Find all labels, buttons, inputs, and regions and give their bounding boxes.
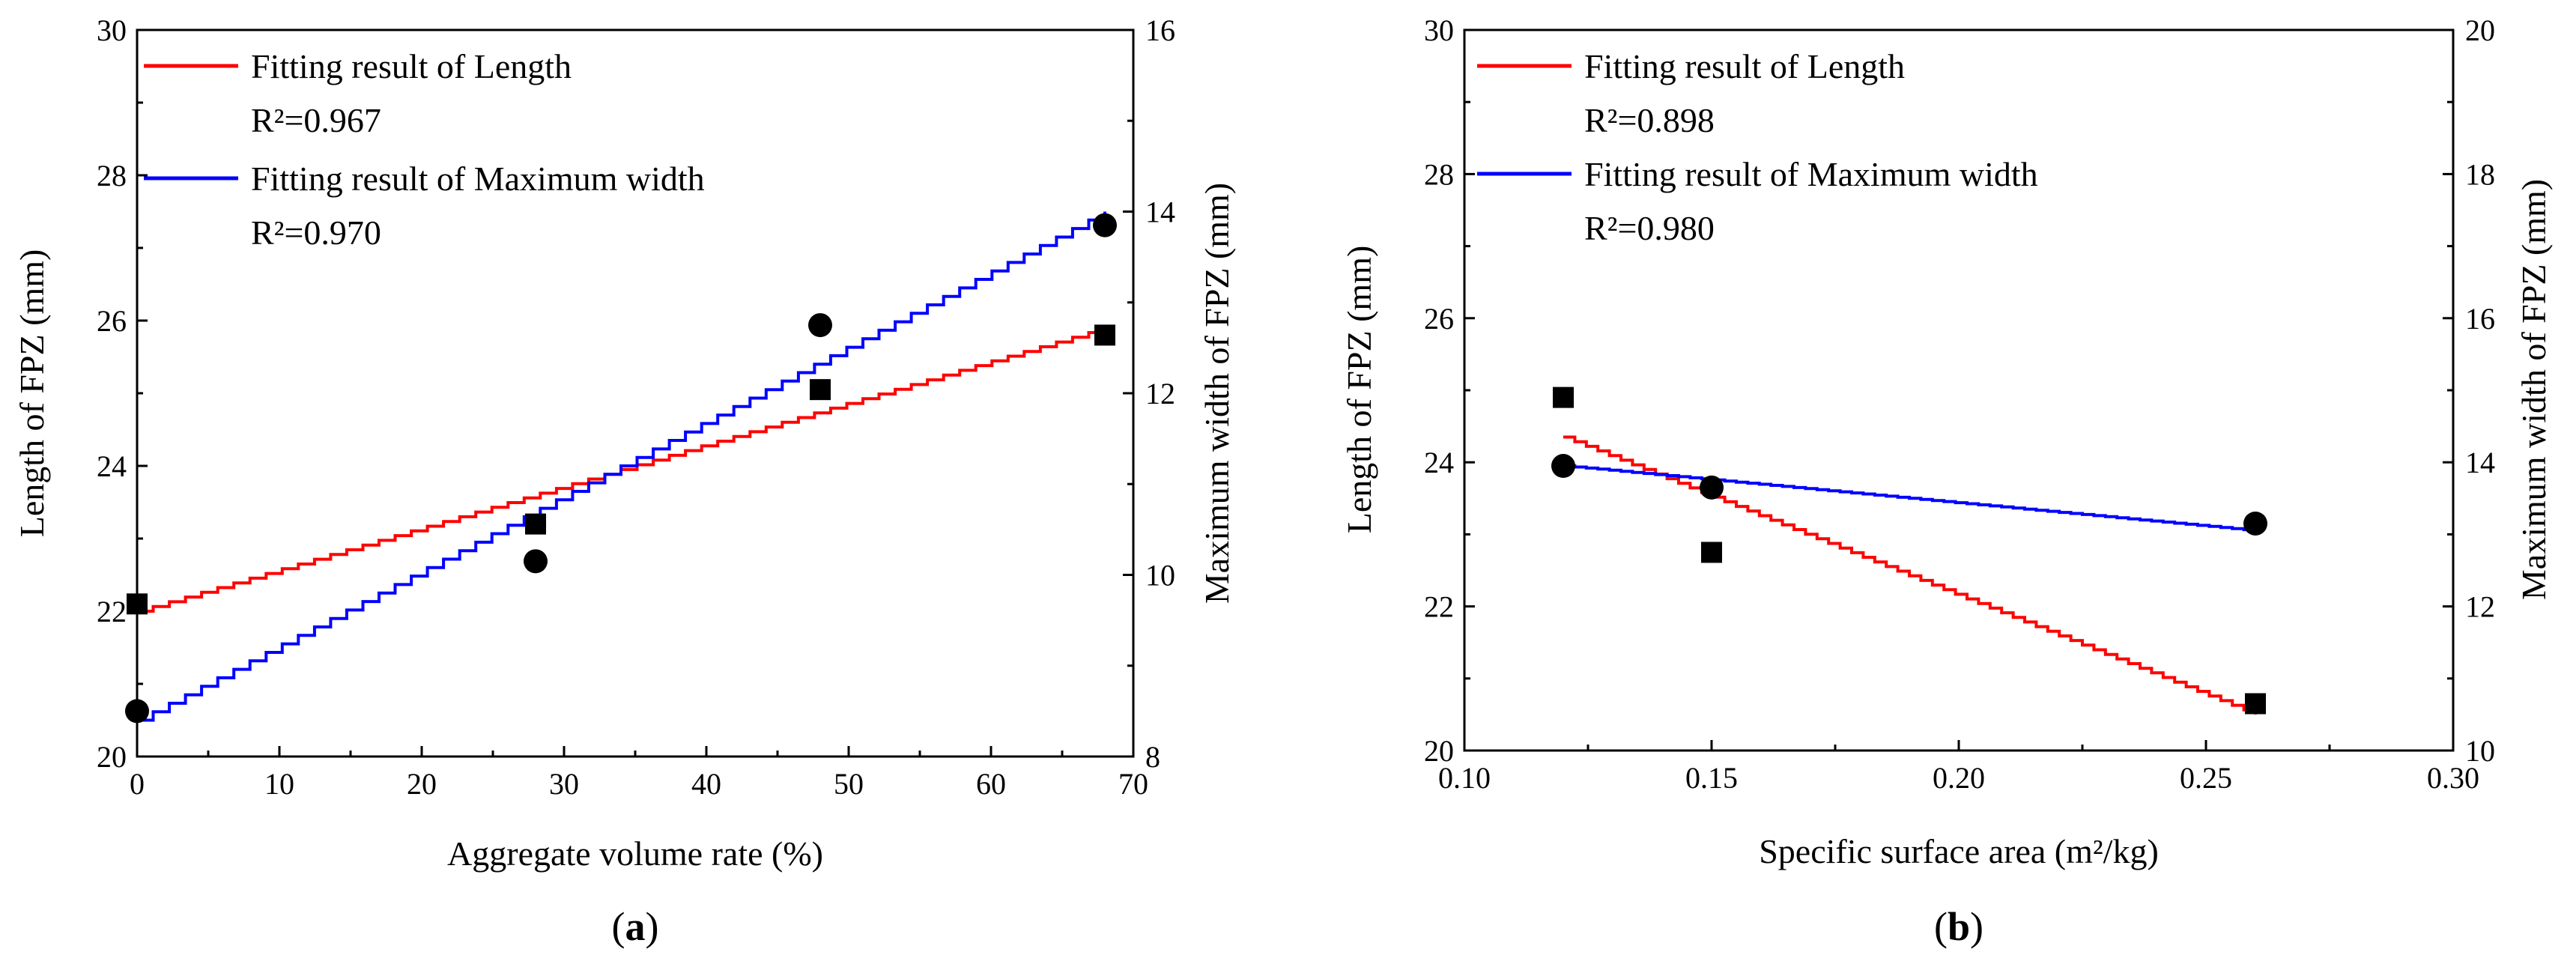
point-a-maximum-width-0 [125, 699, 149, 724]
x-tick-label-a-20: 20 [407, 767, 437, 801]
axis-ticks-a: 0 10 20 30 40 50 60 70 20 22 24 26 28 30 8 10 12 14 16 [97, 13, 1175, 801]
legend-r2-length-a: R²=0.967 [251, 101, 381, 139]
x-tick-label-a-10: 10 [264, 767, 294, 801]
x-axis-label-a: Aggregate volume rate (%) [447, 834, 823, 873]
point-b-length-2 [2245, 693, 2266, 715]
fit-lines-b [1563, 435, 2257, 715]
point-a-maximum-width-3 [1093, 213, 1117, 237]
fit-lines-a [137, 211, 1106, 722]
y-tick-label-b-20: 20 [1424, 734, 1454, 768]
panel-label-b: (b) [1934, 904, 1983, 949]
legend-label-length-a: Fitting result of Length [251, 47, 572, 85]
y2-axis-label-b: Maximum width of FPZ (mm) [2515, 179, 2553, 600]
point-b-maximum-width-0 [1551, 454, 1575, 479]
y2-axis-label-a: Maximum width of FPZ (mm) [1198, 183, 1236, 604]
x-axis-label-b: Specific surface area (m²/kg) [1759, 832, 2159, 870]
y-axis-label-b: Length of FPZ (mm) [1340, 246, 1378, 534]
legend-label-length-b: Fitting result of Length [1584, 47, 1905, 85]
chart-panel-b: 0.10 0.15 0.20 0.25 0.30 20 22 24 26 28 30 10 12 14 16… [1340, 13, 2553, 949]
data-points-a [125, 213, 1117, 724]
y-tick-label-a-28: 28 [97, 159, 127, 192]
legend-b: Fitting result of Length R²=0.898 Fittin… [1477, 47, 2038, 247]
point-a-length-0 [127, 593, 148, 615]
point-a-maximum-width-1 [524, 549, 548, 574]
point-b-maximum-width-1 [1700, 475, 1724, 500]
point-a-length-3 [1094, 324, 1115, 346]
point-b-length-1 [1701, 542, 1722, 563]
point-b-maximum-width-2 [2243, 511, 2267, 536]
y2-tick-label-b-18: 18 [2465, 157, 2495, 191]
chart-panel-a: 0 10 20 30 40 50 60 70 20 22 24 26 28 30 8 10 12 14 16 Fit… [13, 13, 1236, 949]
y-tick-label-a-22: 22 [97, 595, 127, 628]
y2-tick-label-a-12: 12 [1145, 377, 1175, 410]
point-a-maximum-width-2 [808, 313, 832, 338]
y-tick-label-b-28: 28 [1424, 157, 1454, 191]
x-tick-label-b-0-15: 0.15 [1685, 761, 1738, 795]
x-tick-label-a-40: 40 [691, 767, 721, 801]
y-tick-label-b-26: 26 [1424, 302, 1454, 336]
y-tick-label-a-20: 20 [97, 740, 127, 774]
y-tick-label-a-26: 26 [97, 304, 127, 338]
y2-tick-label-a-16: 16 [1145, 13, 1175, 47]
legend-label-width-a: Fitting result of Maximum width [251, 160, 705, 198]
x-tick-label-a-30: 30 [549, 767, 579, 801]
y-tick-label-b-22: 22 [1424, 590, 1454, 624]
y-tick-label-b-24: 24 [1424, 446, 1454, 479]
point-a-length-1 [525, 513, 546, 535]
legend-r2-width-b: R²=0.980 [1584, 209, 1715, 247]
y-axis-label-a: Length of FPZ (mm) [13, 249, 51, 538]
point-b-length-0 [1553, 386, 1574, 408]
panel-letter-b: b [1948, 904, 1970, 949]
fit-line-b-maximum-width [1563, 464, 2257, 532]
x-tick-label-b-0-25: 0.25 [2180, 761, 2232, 795]
legend-r2-width-a: R²=0.970 [251, 213, 381, 252]
point-a-length-2 [810, 379, 831, 401]
y2-tick-label-b-14: 14 [2465, 446, 2495, 479]
legend-r2-length-b: R²=0.898 [1584, 101, 1715, 139]
y2-tick-label-b-16: 16 [2465, 302, 2495, 336]
y-tick-label-a-30: 30 [97, 13, 127, 47]
y2-tick-label-b-20: 20 [2465, 13, 2495, 47]
y2-tick-label-a-8: 8 [1145, 740, 1160, 774]
panel-letter-a: a [625, 904, 646, 949]
x-tick-label-a-0: 0 [130, 767, 145, 801]
x-tick-label-b-0-20: 0.20 [1933, 761, 1985, 795]
y2-tick-label-b-10: 10 [2465, 734, 2495, 768]
y-tick-label-a-24: 24 [97, 449, 127, 483]
y-tick-label-b-30: 30 [1424, 13, 1454, 47]
panel-label-a: (a) [612, 904, 659, 949]
legend-label-width-b: Fitting result of Maximum width [1584, 155, 2038, 193]
data-points-b [1551, 386, 2267, 715]
axis-ticks-b: 0.10 0.15 0.20 0.25 0.30 20 22 24 26 28 30 10 12 14 16… [1424, 13, 2495, 795]
fit-line-b-length [1563, 435, 2257, 715]
x-tick-label-b-0-10: 0.10 [1438, 761, 1491, 795]
y2-tick-label-a-14: 14 [1145, 195, 1175, 229]
fit-line-a-maximum-width [137, 211, 1106, 722]
x-tick-label-a-70: 70 [1118, 767, 1148, 801]
legend-a: Fitting result of Length R²=0.967 Fittin… [144, 47, 705, 252]
x-tick-label-a-60: 60 [976, 767, 1006, 801]
y2-tick-label-a-10: 10 [1145, 559, 1175, 592]
x-tick-label-b-0-30: 0.30 [2427, 761, 2479, 795]
x-tick-label-a-50: 50 [834, 767, 864, 801]
y2-tick-label-b-12: 12 [2465, 590, 2495, 624]
